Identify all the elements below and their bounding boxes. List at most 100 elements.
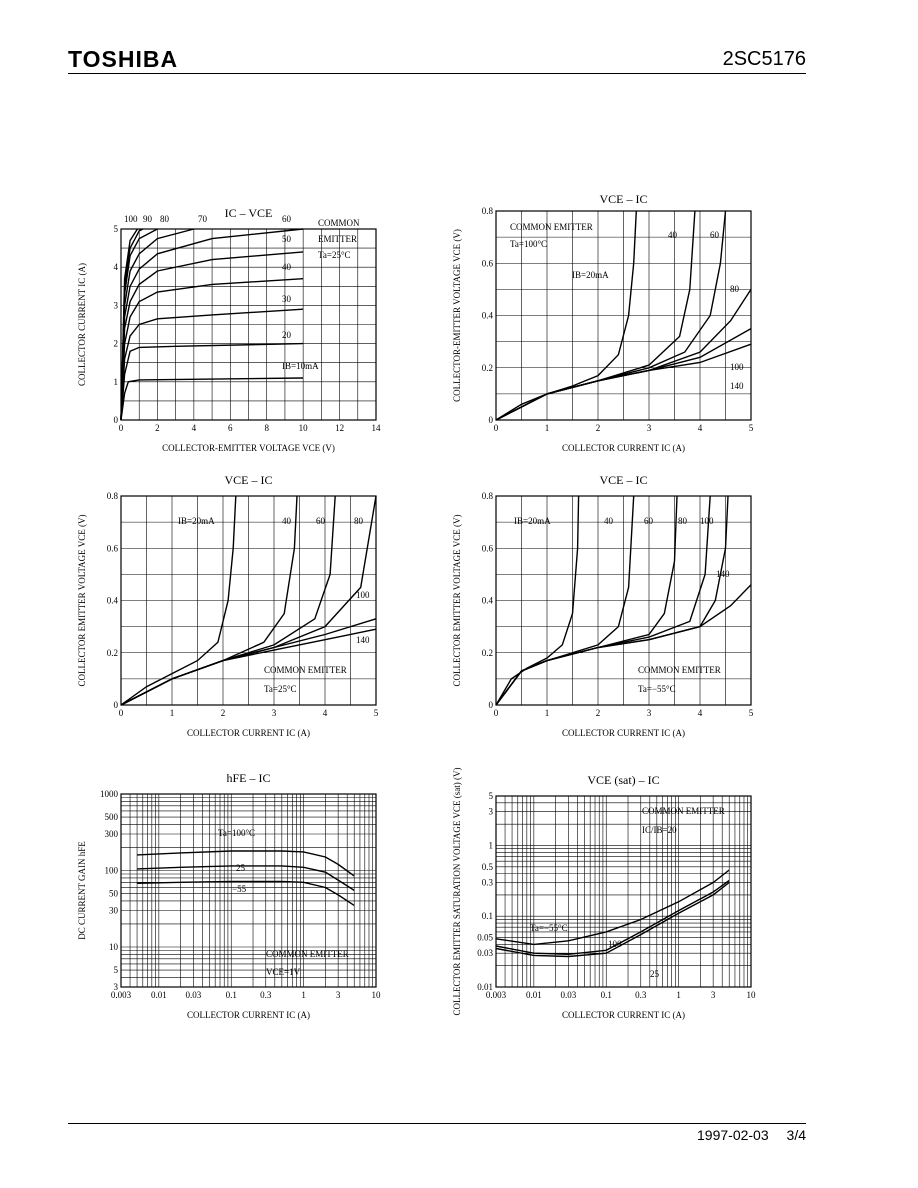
series-label: 100 [124, 214, 138, 224]
y-tick-label: 0.03 [477, 948, 493, 958]
series-label: 100 [700, 516, 714, 526]
series-label: 100 [356, 590, 370, 600]
x-tick-label: 4 [192, 423, 197, 433]
y-tick-label: 100 [105, 865, 119, 875]
series-line [137, 850, 355, 877]
x-tick-label: 1 [545, 423, 550, 433]
y-tick-label: 0.2 [482, 363, 493, 373]
y-tick-label: 2 [114, 339, 119, 349]
series-label: 70 [198, 214, 208, 224]
annotation-text: Ta=100°C [510, 239, 547, 249]
x-tick-label: 4 [323, 708, 328, 718]
chart-title: VCE (sat) – IC [587, 773, 659, 787]
chart-vce-ic-minus55c: 0 1 2 3 4 5 0 0.2 0.4 0.6 0.8 VCE – IC COLLECTOR CUR… [452, 473, 754, 738]
x-tick-label: 1 [170, 708, 175, 718]
x-tick-label: 0.1 [226, 990, 237, 1000]
series-line [120, 628, 377, 706]
x-tick-label: 0 [119, 708, 124, 718]
x-tick-label: 3 [647, 708, 652, 718]
series-line [120, 308, 304, 421]
series-label: IB=20mA [178, 516, 215, 526]
chart-vce-ic-25c: 0 1 2 3 4 5 0 0.2 0.4 0.6 0.8 VCE – IC COLLECTOR CUR… [77, 473, 379, 738]
series-label: 20 [282, 330, 292, 340]
y-axis-label: COLLECTOR EMITTER VOLTAGE VCE (V) [452, 515, 462, 687]
annotation-text: Ta=25°C [264, 684, 297, 694]
chart-hfe-ic: 0.003 0.01 0.03 0.1 0.3 1 3 10 3 5 10 30 50 100 300 500… [77, 771, 381, 1020]
y-tick-label: 0.1 [482, 911, 493, 921]
series-line [495, 495, 580, 706]
series-label: 40 [668, 230, 678, 240]
x-axis-label: COLLECTOR CURRENT IC (A) [562, 1010, 685, 1020]
x-tick-label: 10 [299, 423, 309, 433]
series-line [495, 869, 730, 946]
y-tick-label: 0 [489, 700, 494, 710]
y-axis-label: COLLECTOR EMITTER SATURATION VOLTAGE VCE… [452, 768, 462, 1016]
y-tick-label: 300 [105, 829, 119, 839]
series-line [120, 377, 304, 421]
y-axis-label: COLLECTOR CURRENT IC (A) [77, 263, 87, 386]
footer-page: 3/4 [786, 1127, 806, 1143]
y-tick-label: 4 [114, 262, 119, 272]
series-label: −55 [232, 884, 247, 894]
y-tick-label: 5 [489, 791, 494, 801]
series-label: 90 [143, 214, 153, 224]
annotation-text: Ta=−55°C [638, 684, 676, 694]
x-tick-label: 0.03 [561, 990, 577, 1000]
y-axis-label: COLLECTOR-EMITTER VOLTAGE VCE (V) [452, 229, 462, 402]
chart-title: VCE – IC [600, 473, 648, 487]
series-line [495, 343, 752, 421]
x-tick-label: 0 [119, 423, 124, 433]
x-tick-label: 1 [301, 990, 306, 1000]
series-label: 100 [730, 362, 744, 372]
y-tick-label: 0.6 [482, 543, 494, 553]
x-axis-label: COLLECTOR CURRENT IC (A) [562, 728, 685, 738]
series-line [137, 865, 355, 891]
chart-title: IC – VCE [225, 206, 273, 220]
series-line [495, 879, 730, 956]
x-tick-label: 10 [372, 990, 382, 1000]
y-tick-label: 3 [114, 982, 119, 992]
x-tick-label: 12 [335, 423, 344, 433]
x-axis-label: COLLECTOR CURRENT IC (A) [187, 728, 310, 738]
y-tick-label: 50 [109, 889, 119, 899]
x-tick-label: 0.01 [526, 990, 542, 1000]
series-line [495, 210, 637, 421]
x-tick-label: 2 [155, 423, 160, 433]
chart-title: VCE – IC [225, 473, 273, 487]
y-tick-label: 0 [114, 415, 119, 425]
x-tick-label: 1 [676, 990, 681, 1000]
chart-title: hFE – IC [226, 771, 270, 785]
x-tick-label: 5 [749, 708, 754, 718]
footer-date: 1997-02-03 [697, 1127, 769, 1143]
y-tick-label: 3 [489, 807, 494, 817]
y-tick-label: 0.2 [107, 648, 118, 658]
series-label: 140 [730, 381, 744, 391]
series-label: 60 [316, 516, 326, 526]
x-tick-label: 6 [228, 423, 233, 433]
y-tick-label: 0.8 [107, 491, 119, 501]
annotation-text: COMMON EMITTER [266, 949, 349, 959]
series-line [120, 228, 138, 421]
y-tick-label: 0.6 [482, 258, 494, 268]
series-line [137, 880, 355, 906]
x-tick-label: 2 [596, 423, 601, 433]
annotation-text: VCE=1V [266, 967, 301, 977]
series-line [120, 495, 237, 706]
series-line [495, 881, 730, 958]
y-tick-label: 1 [489, 840, 494, 850]
x-tick-label: 0 [494, 708, 499, 718]
y-tick-label: 0.5 [482, 862, 494, 872]
y-tick-label: 500 [105, 812, 119, 822]
chart-title: VCE – IC [600, 192, 648, 206]
x-tick-label: 2 [596, 708, 601, 718]
x-axis-label: COLLECTOR CURRENT IC (A) [562, 443, 685, 453]
series-label: 140 [356, 635, 370, 645]
chart-vcesat-ic: 0.003 0.01 0.03 0.1 0.3 1 3 100.010.030.050.10.… [452, 768, 756, 1020]
series-label: IB=10mA [282, 361, 319, 371]
x-tick-label: 0.03 [186, 990, 202, 1000]
y-tick-label: 0.3 [482, 877, 494, 887]
x-tick-label: 0 [494, 423, 499, 433]
annotation-text: COMMON EMITTER [510, 222, 593, 232]
x-tick-label: 1 [545, 708, 550, 718]
y-tick-label: 10 [109, 942, 119, 952]
